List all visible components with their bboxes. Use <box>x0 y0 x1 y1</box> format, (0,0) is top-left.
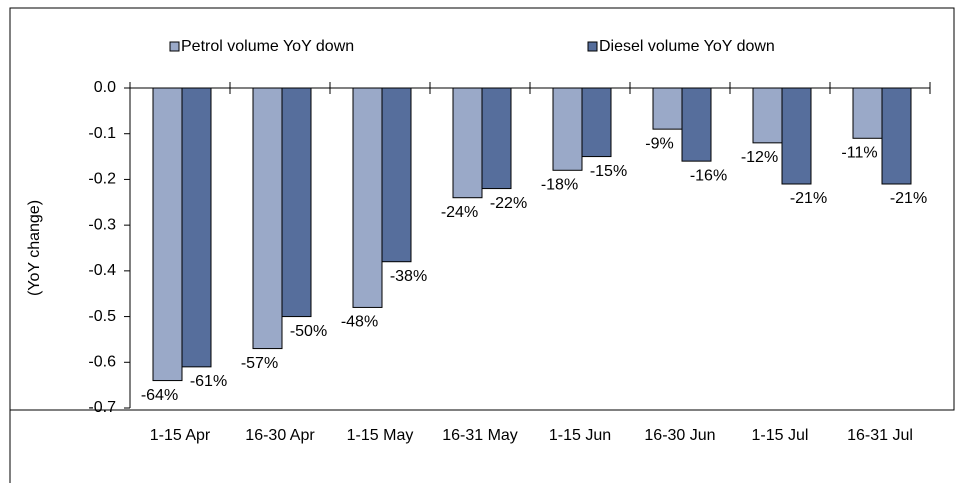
data-label: -12% <box>741 149 778 166</box>
data-label: -48% <box>341 314 378 331</box>
y-tick-label: -0.3 <box>88 216 116 233</box>
x-tick-label: 1-15 Jul <box>751 427 809 444</box>
bar <box>252 87 283 350</box>
data-label: -24% <box>441 204 478 221</box>
data-label: -16% <box>690 167 727 184</box>
data-label: -21% <box>890 190 927 207</box>
data-label: -11% <box>841 145 877 162</box>
frame <box>9 7 955 411</box>
bar <box>352 87 383 308</box>
data-label: -9% <box>645 135 673 152</box>
y-tick-label: -0.1 <box>88 125 116 142</box>
data-label: -22% <box>490 195 527 212</box>
x-tick-label: 16-31 May <box>442 427 518 444</box>
y-tick-label: -0.6 <box>88 354 116 371</box>
x-tick-label: 1-15 Apr <box>149 427 211 444</box>
bar <box>281 87 312 318</box>
data-label: -61% <box>190 373 227 390</box>
bar <box>552 87 583 171</box>
y-tick-label: -0.2 <box>88 171 116 188</box>
x-tick-label: 1-15 Jun <box>548 427 612 444</box>
bar <box>781 87 812 185</box>
data-label: -18% <box>541 177 578 194</box>
bar <box>452 87 483 199</box>
data-label: -50% <box>290 323 327 340</box>
bar <box>652 87 683 130</box>
x-tick-label: 1-15 May <box>346 427 414 444</box>
y-tick-label: -0.4 <box>88 262 116 279</box>
x-tick-label: 16-30 Apr <box>245 427 315 444</box>
bar <box>381 87 412 263</box>
bar <box>181 87 212 368</box>
data-label: -64% <box>141 387 178 404</box>
data-label: -57% <box>241 355 278 372</box>
bar <box>881 87 912 185</box>
y-tick-label: -0.5 <box>88 308 116 325</box>
legend-label: Diesel volume YoY down <box>599 38 775 55</box>
bar <box>581 87 612 158</box>
legend-swatch <box>587 41 598 52</box>
bar <box>152 87 183 382</box>
y-axis-label: (YoY change) <box>26 200 43 296</box>
y-tick-label: -0.7 <box>88 399 116 416</box>
legend-swatch <box>169 41 180 52</box>
legend-label: Petrol volume YoY down <box>181 38 354 55</box>
data-label: -38% <box>390 268 427 285</box>
data-label: -21% <box>790 190 827 207</box>
bar <box>681 87 712 162</box>
x-tick-label: 16-30 Jun <box>644 427 716 444</box>
y-tick-label: 0.0 <box>94 79 116 96</box>
data-label: -15% <box>590 163 627 180</box>
x-tick-label: 16-31 Jul <box>847 427 913 444</box>
bar <box>852 87 883 139</box>
bar <box>481 87 512 190</box>
bar <box>752 87 783 144</box>
